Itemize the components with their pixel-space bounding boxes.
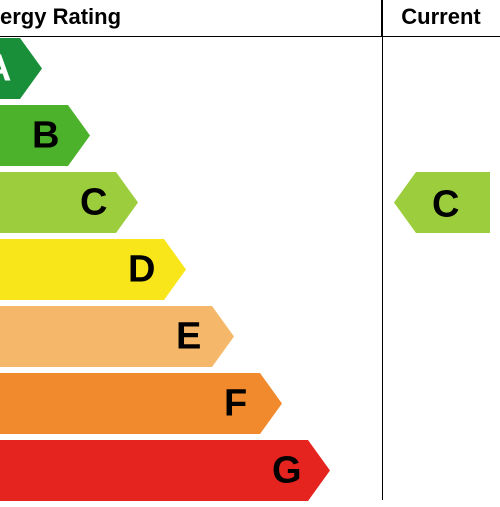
rating-band-d: D	[0, 239, 186, 300]
rating-band-label: C	[80, 181, 107, 224]
rating-band-label: B	[32, 114, 59, 157]
rating-band-f: F	[0, 373, 282, 434]
rating-band-a: A	[0, 38, 42, 99]
energy-rating-chart: ergy Rating Current ABCDEFG C	[0, 0, 500, 500]
header-title: ergy Rating	[0, 0, 382, 36]
chart-header: ergy Rating Current	[0, 0, 500, 37]
column-divider	[382, 0, 383, 500]
rating-band-e: E	[0, 306, 234, 367]
rating-bands: ABCDEFG	[0, 38, 330, 507]
rating-band-label: D	[128, 248, 155, 291]
current-rating-marker: C	[394, 172, 490, 238]
header-current: Current	[382, 0, 500, 36]
current-rating-letter: C	[432, 184, 459, 227]
rating-band-label: A	[0, 47, 11, 90]
rating-band-label: G	[272, 449, 302, 492]
rating-band-b: B	[0, 105, 90, 166]
rating-band-label: F	[224, 382, 247, 425]
rating-band-label: E	[176, 315, 201, 358]
rating-band-c: C	[0, 172, 138, 233]
rating-band-g: G	[0, 440, 330, 501]
